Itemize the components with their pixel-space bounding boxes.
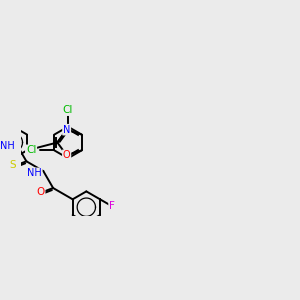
Text: Cl: Cl <box>63 105 73 115</box>
Text: O: O <box>63 150 70 160</box>
Text: F: F <box>109 201 115 211</box>
Text: O: O <box>36 187 45 196</box>
Text: NH: NH <box>27 168 42 178</box>
Text: Cl: Cl <box>26 146 36 155</box>
Text: NH: NH <box>0 141 14 151</box>
Text: S: S <box>9 160 16 170</box>
Text: N: N <box>63 125 70 135</box>
